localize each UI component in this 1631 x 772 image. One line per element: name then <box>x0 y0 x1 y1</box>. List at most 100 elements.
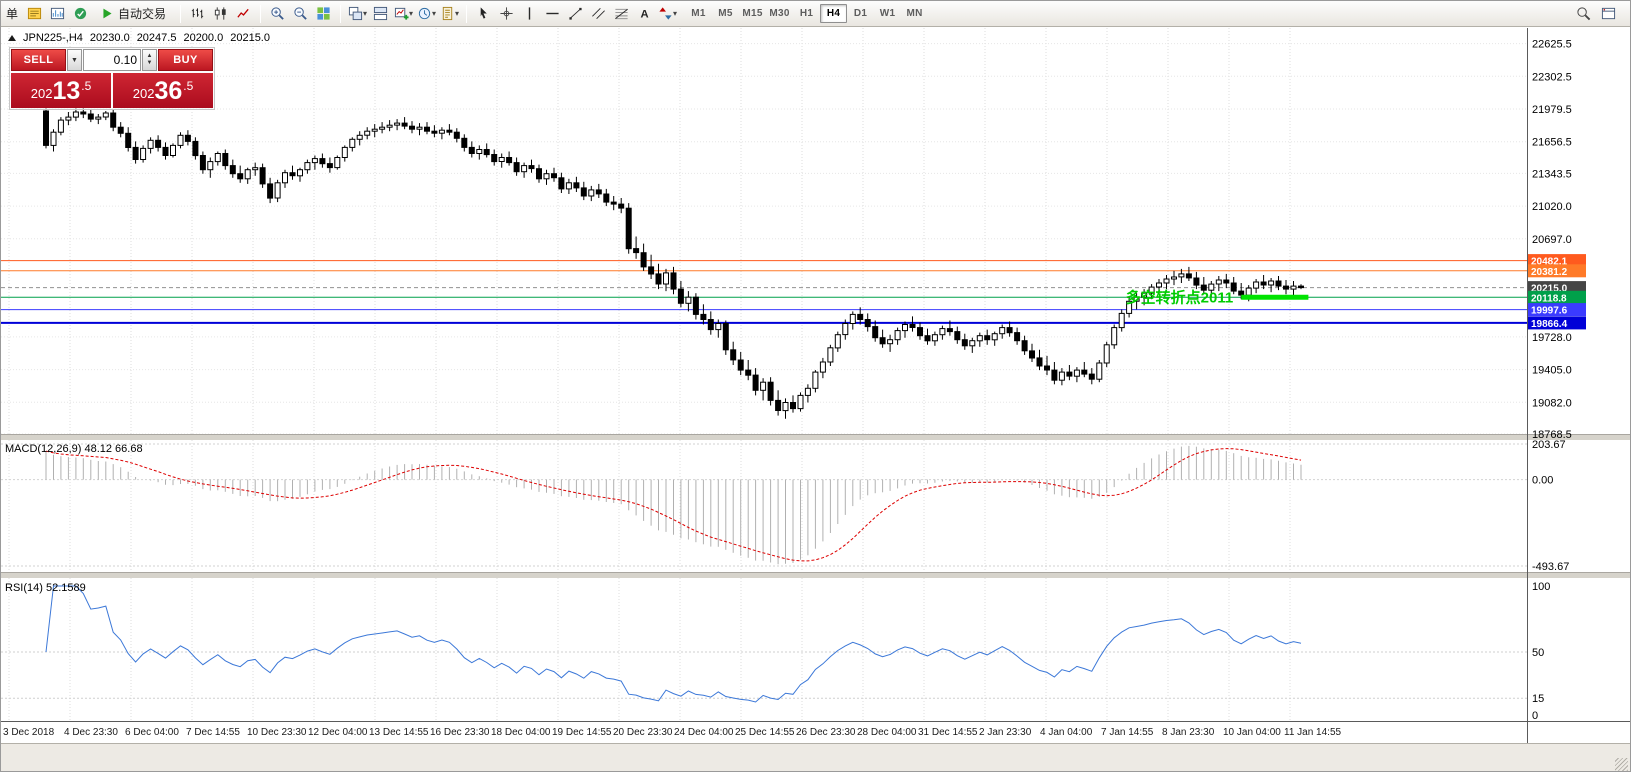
search-icon[interactable] <box>1572 3 1595 24</box>
play-icon <box>103 8 112 19</box>
svg-text:RSI(14) 52.1589: RSI(14) 52.1589 <box>5 582 86 594</box>
svg-text:19728.0: 19728.0 <box>1532 332 1572 344</box>
svg-text:0: 0 <box>1532 710 1538 722</box>
zoom-in-icon[interactable] <box>266 3 289 24</box>
svg-text:19866.4: 19866.4 <box>1531 319 1568 330</box>
timeframe-d1[interactable]: D1 <box>853 8 868 19</box>
sell-button[interactable]: SELL <box>11 49 66 71</box>
profiles-icon[interactable]: ▾ <box>415 3 438 24</box>
svg-text:100: 100 <box>1532 581 1550 593</box>
buy-button[interactable]: BUY <box>158 49 213 71</box>
timeframe-w1[interactable]: W1 <box>879 8 896 19</box>
equidistant-channel-icon[interactable] <box>587 3 610 24</box>
horizontal-level-lines[interactable] <box>1 260 1528 324</box>
arrange-windows-icon[interactable] <box>369 3 392 24</box>
arrow-symbols-icon[interactable]: ▾ <box>656 3 679 24</box>
svg-text:21343.5: 21343.5 <box>1532 168 1572 180</box>
lot-decrease-button[interactable]: ▼ <box>67 49 82 71</box>
toolbar-separator <box>180 4 182 23</box>
timeframe-h1[interactable]: H1 <box>799 8 814 19</box>
toolbar-tool-groups: ▾ ▾ ▾ ▾ A ▾ <box>175 3 679 24</box>
rsi-pane[interactable] <box>1 585 1528 703</box>
toolbar-separator <box>340 4 342 23</box>
timeframe-m5[interactable]: M5 <box>718 8 733 19</box>
line-chart-icon[interactable] <box>232 3 255 24</box>
new-chart-plus-icon[interactable]: ▾ <box>392 3 415 24</box>
svg-text:26 Dec 23:30: 26 Dec 23:30 <box>796 727 856 738</box>
pane-splitters[interactable] <box>1 434 1631 578</box>
timeframe-m30[interactable]: M30 <box>769 8 790 19</box>
candlestick-chart-icon[interactable] <box>209 3 232 24</box>
timeframe-h4[interactable]: H4 <box>820 4 848 23</box>
new-chart-icon[interactable] <box>46 3 69 24</box>
scripts-icon[interactable]: ▾ <box>438 3 461 24</box>
ohlc-open: 20230.0 <box>89 32 130 44</box>
horizontal-line-icon[interactable] <box>541 3 564 24</box>
cascade-windows-icon[interactable]: ▾ <box>346 3 369 24</box>
svg-text:0.00: 0.00 <box>1532 475 1553 487</box>
price-axis[interactable]: 22625.5 22302.5 21979.5 21656.5 21343.5 21020… <box>1532 39 1572 722</box>
bar-chart-icon[interactable] <box>186 3 209 24</box>
timeframe-m1[interactable]: M1 <box>691 8 706 19</box>
chart-annotation[interactable]: 多空转折点2011 <box>1126 288 1309 306</box>
main-toolbar: 单 自动交易 ▾ ▾ ▾ ▾ A ▾ M1 M5 M15 M30 H1 H4 D1 W1 MN <box>1 1 1630 27</box>
svg-text:22302.5: 22302.5 <box>1532 71 1572 83</box>
chevron-down-icon: ▾ <box>673 8 678 18</box>
candlesticks[interactable] <box>43 105 1304 419</box>
text-label-icon[interactable]: A <box>633 3 656 24</box>
svg-text:20482.1: 20482.1 <box>1531 257 1568 268</box>
toolbar-separator <box>260 4 262 23</box>
cursor-icon[interactable] <box>472 3 495 24</box>
macd-pane[interactable] <box>1 443 1528 567</box>
svg-text:21979.5: 21979.5 <box>1532 104 1572 116</box>
vertical-line-icon[interactable] <box>518 3 541 24</box>
timeframe-mn[interactable]: MN <box>906 8 923 19</box>
resize-grip[interactable] <box>1615 758 1628 771</box>
sell-price-display[interactable]: 202 13.5 <box>11 73 111 108</box>
tile-windows-icon[interactable] <box>312 3 335 24</box>
ea-panel-icon[interactable] <box>1597 3 1620 24</box>
new-order-icon[interactable] <box>23 3 46 24</box>
market-watch-icon[interactable] <box>69 3 92 24</box>
svg-text:7 Jan 14:55: 7 Jan 14:55 <box>1101 727 1154 738</box>
lot-size-input[interactable] <box>83 49 141 71</box>
svg-text:19 Dec 14:55: 19 Dec 14:55 <box>552 727 612 738</box>
fibonacci-icon[interactable] <box>610 3 633 24</box>
one-click-collapse-icon[interactable] <box>8 35 16 41</box>
svg-text:11 Jan 14:55: 11 Jan 14:55 <box>1284 727 1342 738</box>
ohlc-high: 20247.5 <box>136 32 177 44</box>
buy-price-display[interactable]: 202 36.5 <box>113 73 213 108</box>
timeframe-toolbar: M1 M5 M15 M30 H1 H4 D1 W1 MN <box>685 4 928 23</box>
svg-text:A: A <box>640 9 648 21</box>
svg-text:18 Dec 04:00: 18 Dec 04:00 <box>491 727 551 738</box>
svg-text:多空转折点2011: 多空转折点2011 <box>1126 288 1234 306</box>
toolbar-right-group <box>1572 3 1626 24</box>
svg-text:20697.0: 20697.0 <box>1532 234 1572 246</box>
svg-text:21656.5: 21656.5 <box>1532 137 1572 149</box>
autotrading-button[interactable]: 自动交易 <box>94 3 173 24</box>
svg-text:25 Dec 14:55: 25 Dec 14:55 <box>735 727 795 738</box>
svg-text:16 Dec 23:30: 16 Dec 23:30 <box>430 727 490 738</box>
svg-text:MACD(12,26,9) 48.12 66.68: MACD(12,26,9) 48.12 66.68 <box>5 443 143 455</box>
time-axis[interactable]: 3 Dec 2018 4 Dec 23:30 6 Dec 04:00 7 Dec 14… <box>3 727 1342 738</box>
zoom-out-icon[interactable] <box>289 3 312 24</box>
svg-text:203.67: 203.67 <box>1532 439 1566 451</box>
svg-text:13 Dec 14:55: 13 Dec 14:55 <box>369 727 429 738</box>
autotrading-label: 自动交易 <box>118 7 167 21</box>
trendline-icon[interactable] <box>564 3 587 24</box>
crosshair-icon[interactable] <box>495 3 518 24</box>
toolbar-standard-group <box>23 3 92 24</box>
svg-text:3 Dec 2018: 3 Dec 2018 <box>3 727 55 738</box>
svg-text:21020.0: 21020.0 <box>1532 201 1572 213</box>
svg-text:6 Dec 04:00: 6 Dec 04:00 <box>125 727 179 738</box>
svg-text:20118.8: 20118.8 <box>1531 293 1567 304</box>
menu-label[interactable]: 单 <box>6 7 19 21</box>
svg-text:4 Dec 23:30: 4 Dec 23:30 <box>64 727 118 738</box>
ohlc-low: 20200.0 <box>183 32 224 44</box>
lot-spinner[interactable]: ▲ ▼ <box>142 49 157 71</box>
chart-area[interactable]: 多空转折点2011 MACD(12,26,9) 48.12 66.68 RSI(14… <box>1 28 1631 743</box>
svg-text:8 Jan 23:30: 8 Jan 23:30 <box>1162 727 1215 738</box>
timeframe-m15[interactable]: M15 <box>742 8 763 19</box>
chevron-down-icon: ▾ <box>363 8 368 18</box>
svg-text:10 Dec 23:30: 10 Dec 23:30 <box>247 727 307 738</box>
